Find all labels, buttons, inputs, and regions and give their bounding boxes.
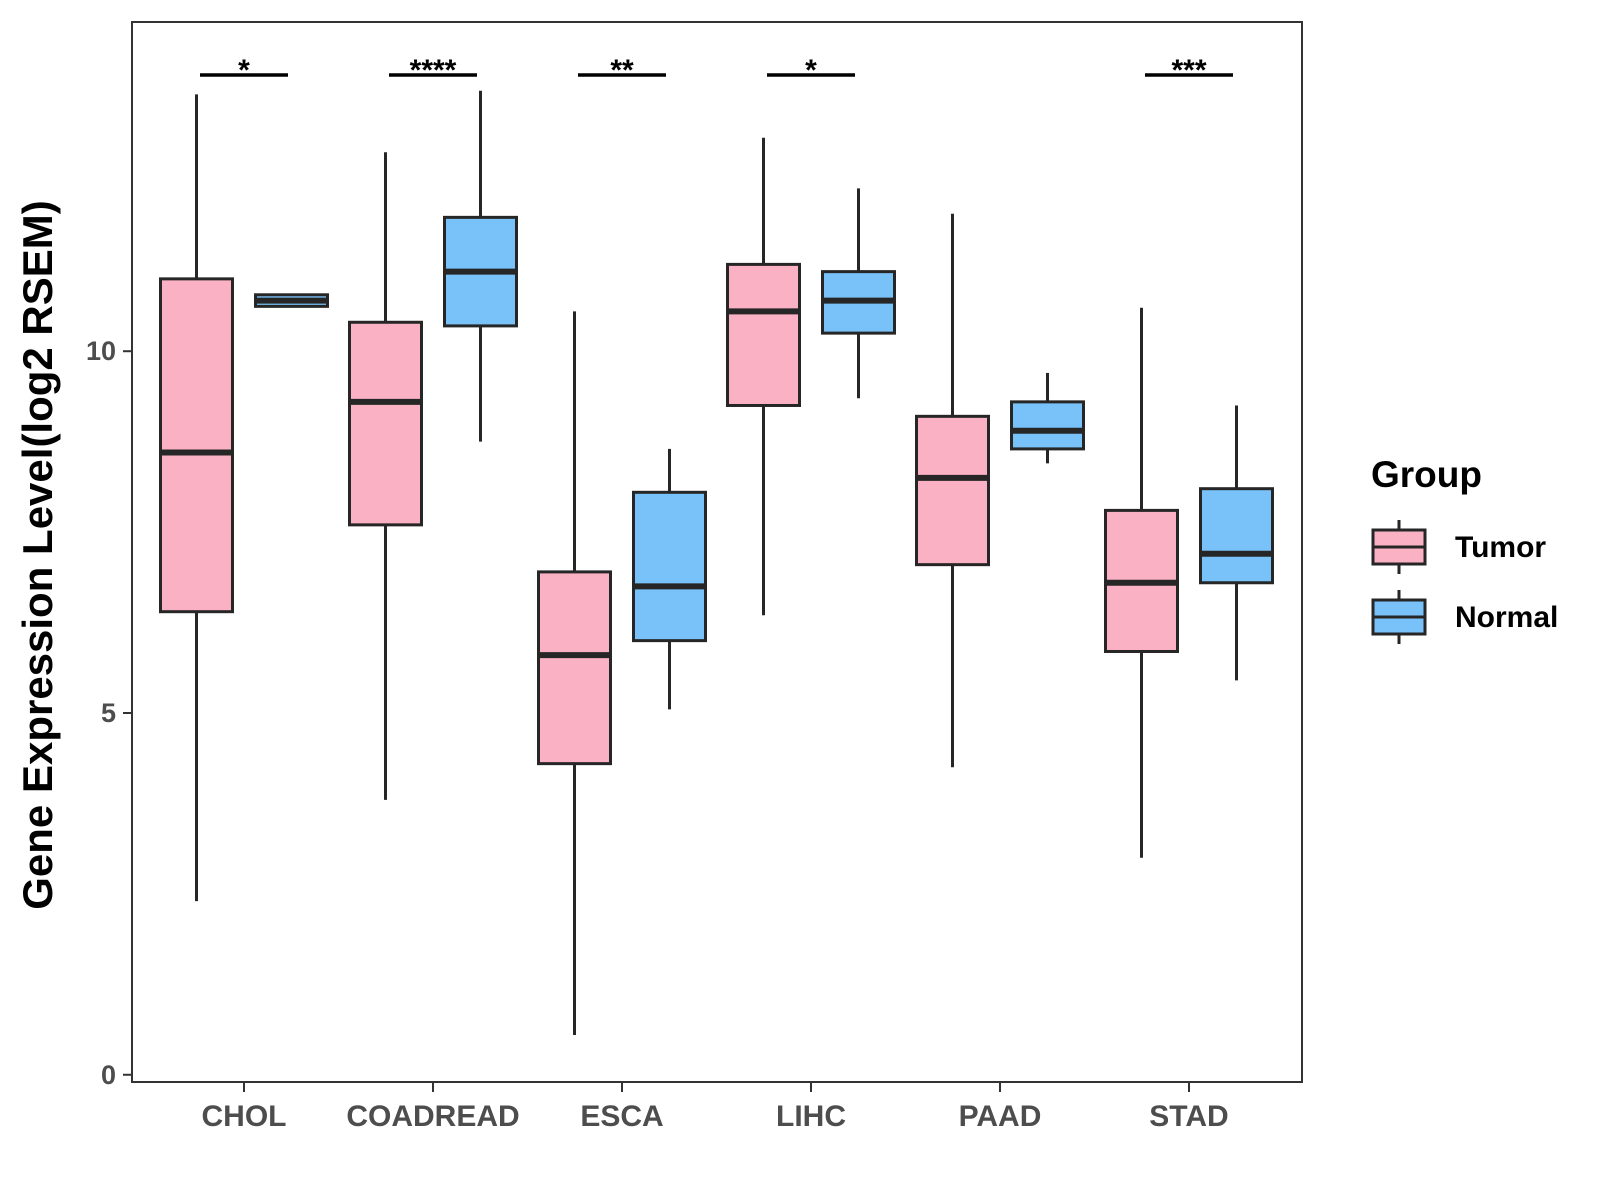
y-axis-label: Gene Expression Level(log2 RSEM) [14, 200, 61, 910]
box-coadread-tumor-body [348, 320, 423, 527]
legend-title: Group [1371, 454, 1482, 495]
significance-label-coadread: **** [410, 54, 457, 87]
box-lihc-tumor-body [726, 262, 801, 407]
y-tick-label: 10 [86, 336, 116, 366]
plot-area: 0 5 10 CHOL * COADREAD **** ESCA ** LIHC * PAAD STAD… [86, 21, 1303, 1133]
significance-label-lihc: * [805, 54, 817, 87]
box-chol-tumor-body [159, 277, 234, 614]
x-tick-label-lihc: LIHC [776, 1100, 846, 1133]
legend-normal-label: Normal [1455, 601, 1558, 634]
x-tick-label-chol: CHOL [202, 1100, 287, 1133]
x-tick-label-coadread: COADREAD [346, 1100, 519, 1133]
box-esca-tumor-body [537, 570, 612, 766]
significance-label-chol: * [238, 54, 250, 87]
box-paad-normal-body [1010, 400, 1085, 451]
x-tick-label-esca: ESCA [580, 1100, 663, 1133]
box-stad-normal-body [1199, 487, 1274, 585]
box-esca-normal-body [632, 490, 707, 643]
legend: Group Tumor Normal [1371, 454, 1558, 644]
x-tick-label-stad: STAD [1149, 1100, 1228, 1133]
y-tick-label: 5 [101, 698, 116, 728]
legend-tumor-label: Tumor [1455, 531, 1546, 564]
significance-label-stad: *** [1171, 54, 1206, 87]
x-tick-label-paad: PAAD [959, 1100, 1042, 1133]
significance-label-esca: ** [610, 54, 634, 87]
box-paad-tumor-body [915, 414, 990, 567]
y-tick-label: 0 [101, 1060, 116, 1090]
